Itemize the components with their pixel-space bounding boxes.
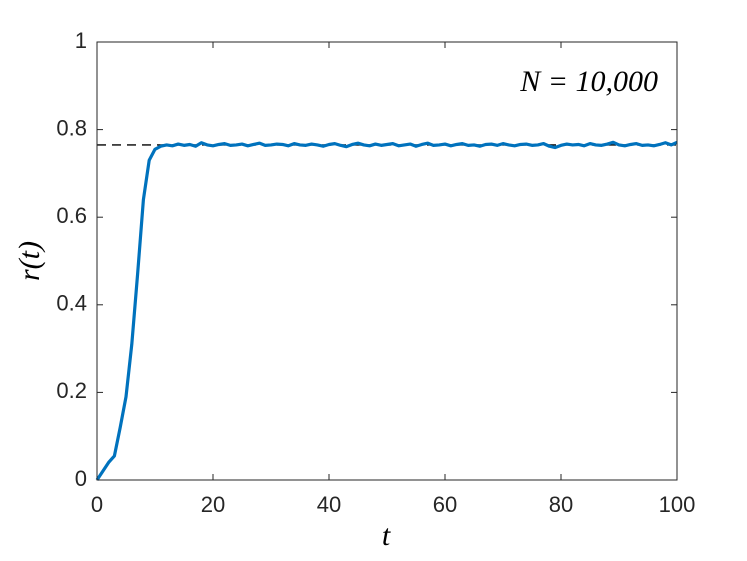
y-tick-label: 0.4 <box>56 291 87 316</box>
x-tick-label: 0 <box>91 492 103 517</box>
data-line <box>95 140 678 481</box>
annotation: N = 10,000 <box>519 65 658 98</box>
y-tick-label: 0.2 <box>56 378 87 403</box>
y-tick-label: 0.8 <box>56 115 87 140</box>
y-tick-label: 0 <box>75 466 87 491</box>
y-tick-label: 0.6 <box>56 203 87 228</box>
x-axis-label: t <box>382 519 391 552</box>
x-tick-label: 80 <box>549 492 573 517</box>
y-tick-label: 1 <box>75 28 87 53</box>
axes-box <box>96 41 678 481</box>
x-tick-label: 40 <box>317 492 341 517</box>
x-tick-label: 60 <box>433 492 457 517</box>
x-tick-label: 100 <box>659 492 696 517</box>
x-tick-label: 20 <box>201 492 225 517</box>
y-axis-label: r(t) <box>13 241 46 281</box>
